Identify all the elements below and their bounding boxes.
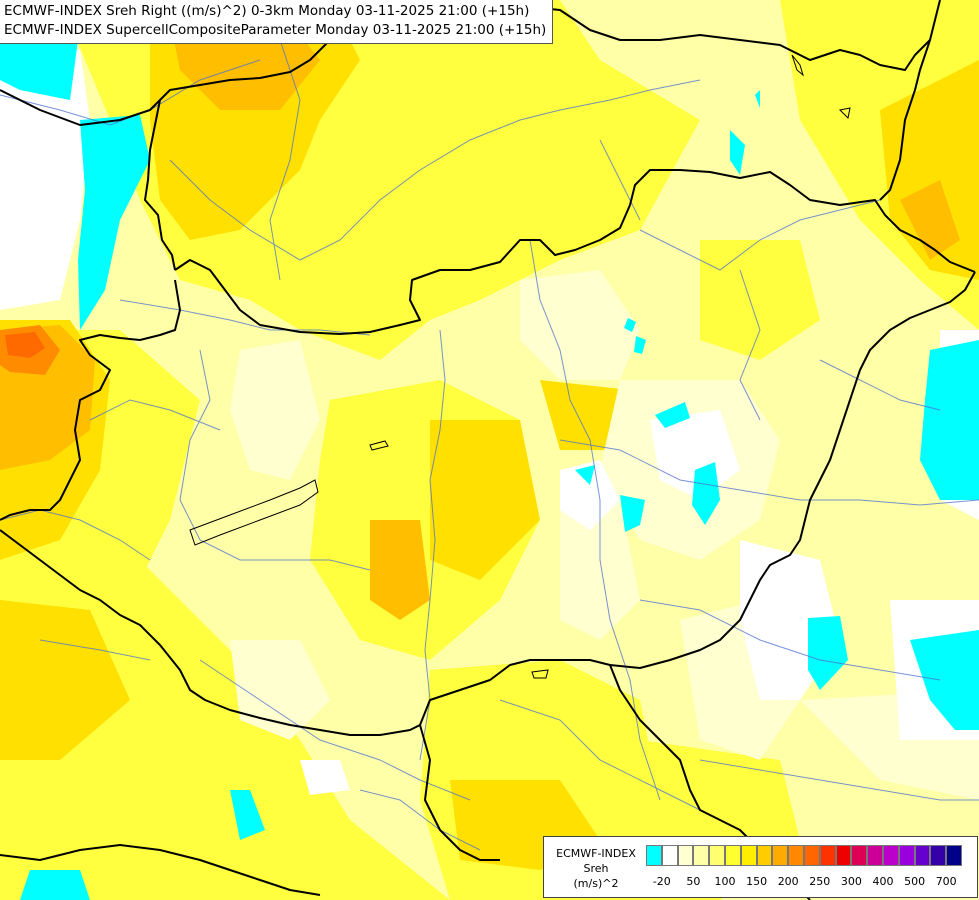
- legend-swatch: [756, 845, 773, 866]
- map-title-box: ECMWF-INDEX Sreh Right ((m/s)^2) 0-3km M…: [0, 0, 554, 44]
- legend-swatch: [803, 845, 820, 866]
- legend-tick-label: 150: [746, 875, 768, 888]
- legend-tick-label: 200: [777, 875, 799, 888]
- legend-swatch: [772, 845, 789, 866]
- legend-swatch: [819, 845, 836, 866]
- legend-swatch: [693, 845, 710, 866]
- legend-swatch: [724, 845, 741, 866]
- legend-source: ECMWF-INDEX: [556, 847, 636, 860]
- map-title-line-1: ECMWF-INDEX Sreh Right ((m/s)^2) 0-3km M…: [4, 3, 530, 19]
- legend-swatch: [788, 845, 804, 866]
- map-title-line-2: ECMWF-INDEX SupercellCompositeParameter …: [4, 22, 547, 38]
- sreh-red-orange-zone: [5, 332, 45, 358]
- legend-tick-label: 50: [686, 875, 701, 888]
- legend-swatch: [646, 845, 662, 866]
- legend-tick-label: 400: [872, 875, 894, 888]
- legend-unit: (m/s)^2: [573, 877, 619, 890]
- sreh-pale-zones: [230, 270, 979, 800]
- legend-swatch: [740, 845, 757, 866]
- legend-tick-label: 250: [809, 875, 831, 888]
- legend-tick-label: 300: [840, 875, 862, 888]
- color-legend: ECMWF-INDEX Sreh (m/s)^2 -20 50 100 150 200 2…: [543, 836, 978, 898]
- legend-swatch: [677, 845, 694, 866]
- legend-swatches: [646, 845, 962, 866]
- lakes: [189, 54, 851, 679]
- legend-ticks: -20 50 100 150 200 250 300 400 500 700: [646, 875, 976, 891]
- legend-swatch: [867, 845, 883, 866]
- legend-swatch: [882, 845, 899, 866]
- legend-swatch: [835, 845, 852, 866]
- legend-title: ECMWF-INDEX Sreh (m/s)^2: [548, 846, 644, 891]
- legend-swatch: [946, 845, 962, 866]
- legend-tick-label: 500: [904, 875, 926, 888]
- legend-swatch: [709, 845, 725, 866]
- legend-swatch: [851, 845, 868, 866]
- legend-tick-label: -20: [652, 875, 671, 888]
- legend-tick-label: 700: [935, 875, 957, 888]
- legend-swatch: [914, 845, 931, 866]
- legend-swatch: [898, 845, 915, 866]
- rivers: [0, 39, 979, 851]
- legend-swatch: [930, 845, 947, 866]
- legend-swatch: [661, 845, 678, 866]
- legend-param: Sreh: [583, 862, 609, 875]
- legend-tick-label: 100: [714, 875, 736, 888]
